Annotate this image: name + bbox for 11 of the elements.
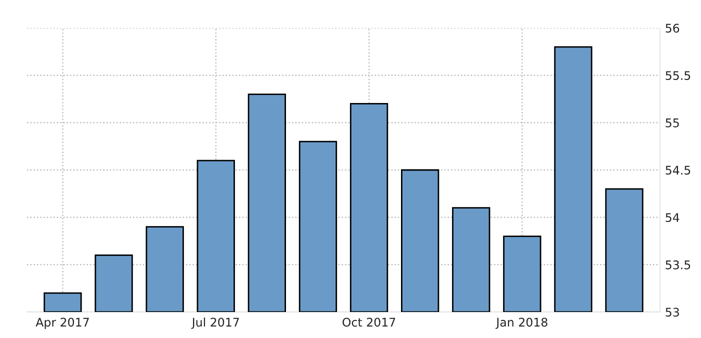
- y-tick-label: 53: [666, 308, 679, 317]
- y-tick-label: 53.5: [666, 260, 690, 270]
- x-tick-label: Jul 2017: [191, 318, 239, 329]
- x-tick-label: Apr 2017: [36, 318, 89, 329]
- y-tick-label: 54.5: [666, 166, 690, 175]
- y-tick-label: 56: [666, 24, 680, 33]
- x-tick-label: Oct 2017: [342, 318, 396, 327]
- y-tick-label: 54: [666, 213, 680, 222]
- y-tick-label: 55: [666, 118, 679, 128]
- x-tick-label: Jan 2018: [496, 318, 548, 329]
- y-tick-label: 55.5: [666, 71, 690, 80]
